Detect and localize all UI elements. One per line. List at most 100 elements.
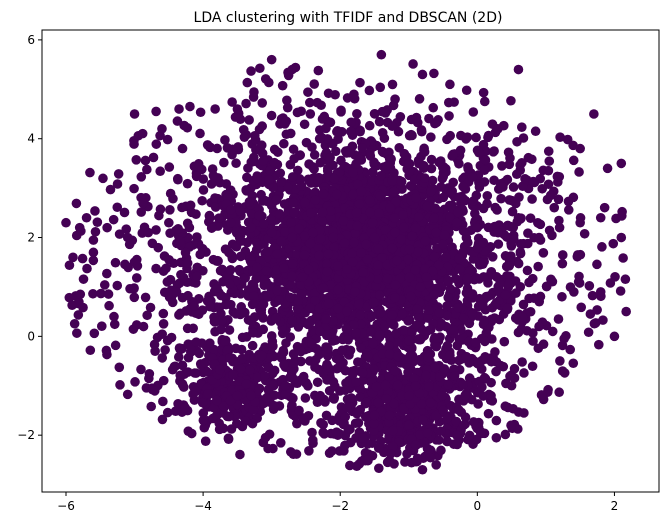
scatter-point — [316, 233, 326, 244]
scatter-point — [458, 193, 468, 204]
scatter-point — [468, 107, 479, 117]
scatter-point — [393, 126, 404, 137]
scatter-point — [461, 351, 472, 362]
scatter-point — [332, 261, 343, 271]
scatter-point — [191, 171, 202, 182]
scatter-point — [292, 418, 302, 429]
scatter-point — [365, 207, 376, 218]
scatter-point — [387, 121, 398, 131]
scatter-point — [374, 463, 384, 474]
scatter-point — [313, 242, 324, 253]
scatter-point — [242, 172, 252, 183]
scatter-point — [354, 199, 365, 209]
scatter-point — [426, 154, 437, 165]
scatter-point — [164, 162, 175, 172]
scatter-point — [398, 325, 409, 336]
scatter-point — [331, 146, 341, 157]
scatter-point — [299, 119, 310, 130]
scatter-point — [313, 175, 323, 186]
scatter-point — [355, 126, 365, 137]
scatter-point — [407, 130, 417, 141]
scatter-point — [598, 315, 608, 325]
scatter-point — [113, 169, 124, 179]
scatter-point — [328, 377, 339, 387]
scatter-point — [268, 380, 278, 390]
scatter-point — [176, 269, 186, 280]
scatter-point — [274, 295, 285, 305]
scatter-point — [158, 319, 169, 329]
scatter-point — [146, 401, 157, 412]
scatter-point — [599, 202, 610, 213]
scatter-point — [119, 207, 130, 218]
scatter-point — [413, 334, 424, 344]
scatter-point — [602, 163, 613, 174]
scatter-point — [376, 307, 386, 318]
scatter-point — [305, 303, 316, 313]
scatter-point — [426, 186, 436, 197]
scatter-point — [306, 208, 316, 218]
scatter-point — [314, 133, 325, 144]
scatter-point — [260, 74, 271, 84]
scatter-point — [450, 273, 461, 284]
x-tick-label: −2 — [331, 499, 349, 513]
scatter-point — [252, 262, 262, 273]
scatter-point — [525, 213, 536, 223]
scatter-point — [376, 171, 386, 181]
scatter-point — [476, 427, 486, 437]
scatter-point — [429, 290, 440, 300]
x-axis-ticks: −6 −4 −2 0 2 — [57, 492, 618, 513]
scatter-point — [349, 320, 359, 330]
scatter-point — [557, 291, 567, 302]
scatter-point — [223, 433, 234, 444]
scatter-point — [429, 251, 440, 262]
scatter-point — [296, 279, 306, 290]
scatter-point — [621, 306, 631, 317]
scatter-point — [352, 109, 362, 119]
scatter-point — [334, 352, 345, 363]
scatter-point — [480, 155, 491, 165]
scatter-point — [617, 211, 627, 221]
scatter-point — [186, 428, 197, 439]
scatter-point — [257, 148, 268, 159]
scatter-point — [377, 349, 388, 359]
scatter-point — [355, 310, 366, 320]
scatter-point — [81, 212, 92, 223]
scatter-point — [557, 366, 568, 376]
scatter-point — [343, 335, 353, 345]
scatter-point — [182, 178, 193, 189]
scatter-point — [241, 98, 251, 109]
scatter-point — [364, 120, 375, 131]
scatter-point — [314, 250, 325, 261]
scatter-point — [493, 227, 503, 238]
scatter-point — [206, 179, 217, 189]
scatter-point — [389, 186, 400, 197]
scatter-point — [589, 318, 600, 329]
scatter-point — [389, 213, 400, 223]
scatter-point — [165, 228, 175, 238]
scatter-point — [493, 124, 503, 134]
scatter-point — [568, 358, 579, 369]
scatter-point — [349, 89, 359, 100]
scatter-point — [430, 203, 441, 214]
scatter-point — [372, 274, 383, 284]
scatter-point — [431, 117, 442, 128]
scatter-point — [429, 68, 439, 79]
scatter-point — [309, 288, 320, 299]
scatter-point — [442, 134, 452, 145]
scatter-point — [198, 185, 209, 195]
scatter-point — [82, 263, 92, 274]
scatter-point — [114, 229, 125, 239]
scatter-point — [482, 190, 493, 201]
scatter-point — [299, 197, 310, 208]
scatter-point — [109, 319, 120, 330]
scatter-point — [398, 210, 408, 220]
scatter-point — [173, 224, 183, 234]
scatter-point — [281, 116, 292, 127]
scatter-point — [151, 225, 161, 235]
scatter-point — [506, 380, 517, 391]
scatter-point — [362, 254, 373, 265]
scatter-point — [293, 295, 304, 306]
scatter-point — [281, 129, 292, 140]
scatter-point — [467, 289, 478, 299]
scatter-point — [329, 242, 340, 253]
